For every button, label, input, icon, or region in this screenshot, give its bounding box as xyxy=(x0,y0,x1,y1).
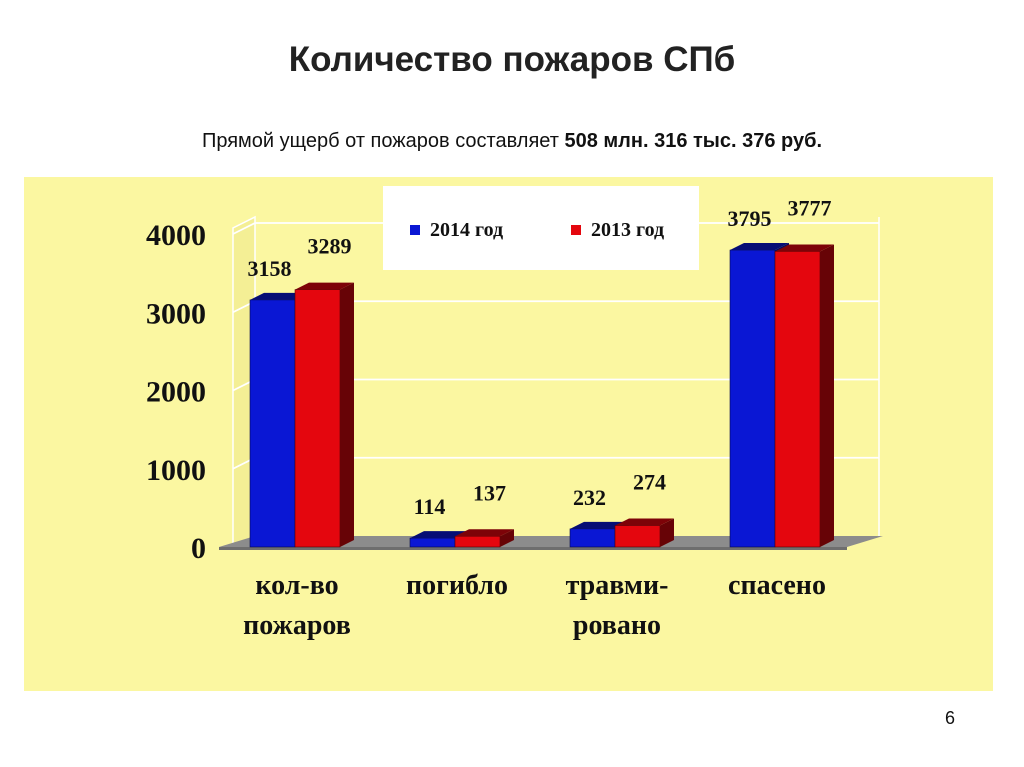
y-tick-label: 1000 xyxy=(146,454,206,487)
bar-top xyxy=(455,529,514,537)
slide-title: Количество пожаров СПб xyxy=(288,40,736,79)
data-label: 114 xyxy=(414,494,446,519)
bar-front xyxy=(249,299,296,548)
bar-side xyxy=(820,244,834,547)
page-number: 6 xyxy=(945,708,956,728)
data-label: 3795 xyxy=(728,206,772,231)
data-label: 3289 xyxy=(308,234,352,259)
category-label: пожаров xyxy=(243,610,351,641)
category-label: травми- xyxy=(566,570,669,601)
data-label: 232 xyxy=(573,485,606,510)
category-label: ровано xyxy=(573,610,661,641)
legend-swatch-2014 xyxy=(410,225,420,235)
category-label: спасено xyxy=(728,570,826,601)
data-label: 137 xyxy=(473,480,506,505)
bar-front xyxy=(614,525,661,548)
y-tick-label: 0 xyxy=(191,532,206,565)
bar-front xyxy=(569,528,616,548)
subtitle-text: Прямой ущерб от пожаров составляет xyxy=(201,130,565,152)
bar-front xyxy=(294,289,341,548)
data-label: 3158 xyxy=(248,256,292,281)
bar-top xyxy=(250,292,309,300)
bar-top xyxy=(615,518,674,526)
bar-top xyxy=(775,244,834,252)
legend-label-2014: 2014 год xyxy=(430,218,504,241)
bar-side xyxy=(340,282,354,547)
damage-amount: 508 млн. 316 тыс. 376 руб. xyxy=(564,130,823,152)
legend xyxy=(383,186,699,270)
y-tick-label: 3000 xyxy=(146,297,206,330)
bar-front xyxy=(454,535,501,548)
legend-item-2013: 2013 год xyxy=(571,217,664,243)
legend-swatch-2013 xyxy=(571,225,581,235)
bar-front xyxy=(729,249,776,548)
bar-side xyxy=(500,529,514,547)
legend-item-2014: 2014 год xyxy=(410,217,503,243)
bar-side xyxy=(660,518,674,547)
bar-front xyxy=(409,537,456,548)
chart-floor xyxy=(219,536,883,547)
bar-2013-0 xyxy=(294,282,354,548)
data-label: 3777 xyxy=(788,195,832,220)
bar-2013-1 xyxy=(454,529,514,548)
y-tick-label: 4000 xyxy=(146,219,206,252)
bar-front xyxy=(774,251,821,548)
bar-2013-3 xyxy=(774,244,834,548)
category-label: кол-во xyxy=(255,570,338,601)
bar-top xyxy=(410,531,469,539)
bar-top xyxy=(570,521,629,529)
bar-2013-2 xyxy=(614,518,674,548)
bar-top xyxy=(295,282,354,290)
chart-floor-edge xyxy=(219,547,847,550)
data-label: 274 xyxy=(633,470,666,495)
subtitle: Прямой ущерб от пожаров составляет 508 м… xyxy=(0,130,1024,153)
category-label: погибло xyxy=(406,570,508,601)
bar-top xyxy=(730,243,789,251)
legend-label-2013: 2013 год xyxy=(591,218,665,241)
y-tick-label: 2000 xyxy=(146,376,206,409)
